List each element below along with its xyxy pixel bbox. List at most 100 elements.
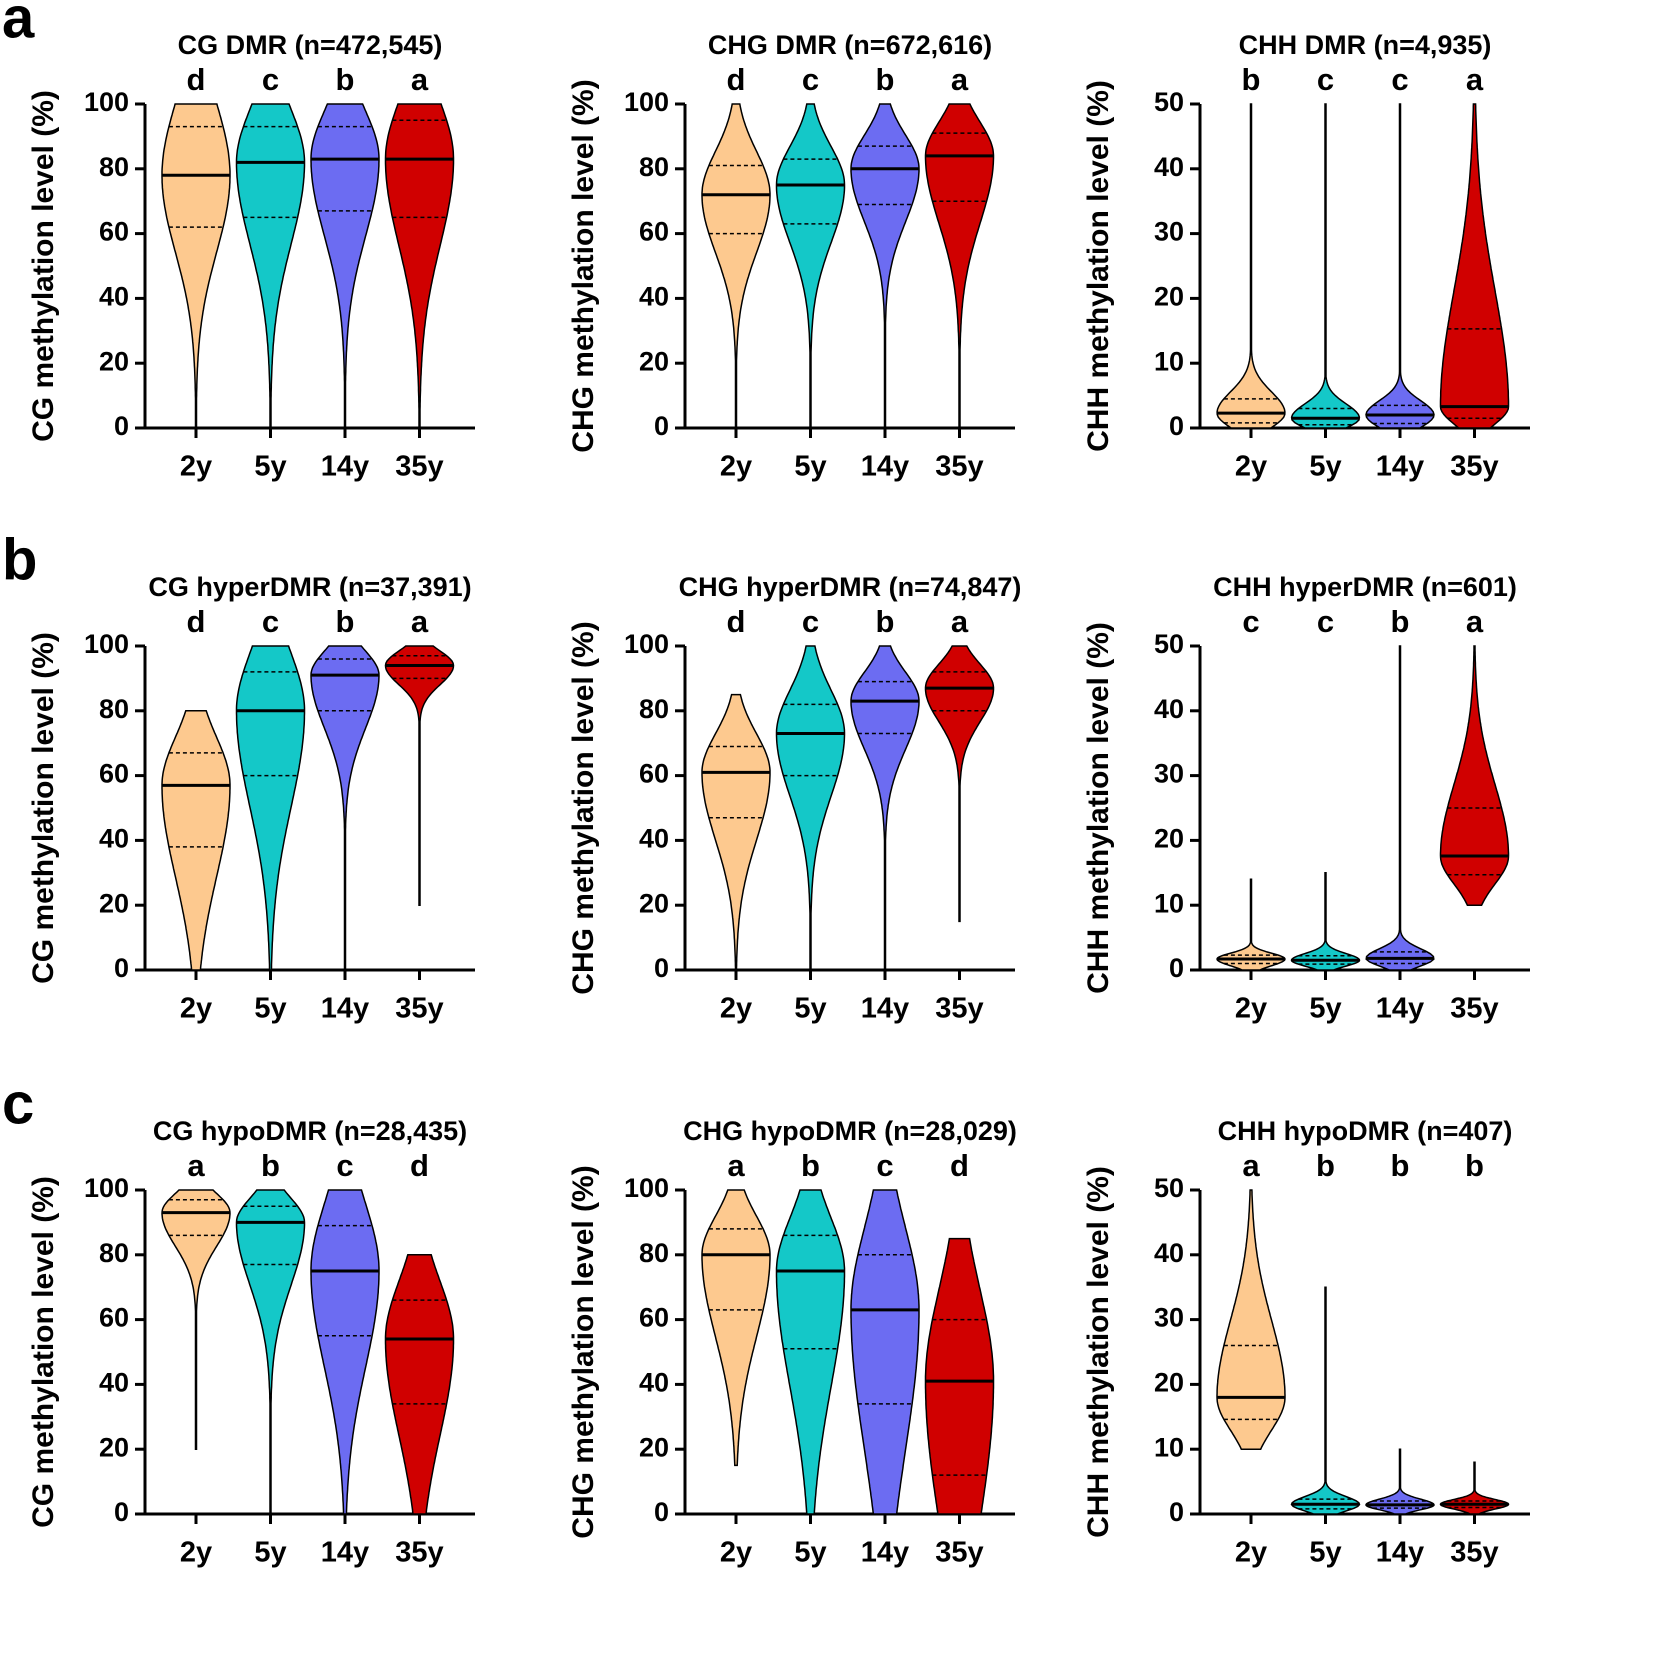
y-tick-label: 20 <box>1154 1368 1184 1398</box>
significance-letter: c <box>262 604 279 639</box>
violin-body <box>701 1189 771 1467</box>
y-tick-label: 40 <box>99 824 129 854</box>
chart-title: CHG hypoDMR (n=28,029) <box>683 1116 1017 1146</box>
y-tick-label: 80 <box>639 694 669 724</box>
y-axis-label: CG methylation level (%) <box>27 90 60 442</box>
y-tick-label: 60 <box>639 759 669 789</box>
panel-label: a <box>2 0 35 50</box>
violin-body <box>775 645 846 971</box>
violin-body <box>235 1189 306 1515</box>
significance-letter: a <box>727 1148 745 1183</box>
y-tick-label: 100 <box>84 87 129 117</box>
violin-body <box>1290 872 1361 971</box>
significance-letter: b <box>336 62 355 97</box>
chart-title: CHG hyperDMR (n=74,847) <box>679 572 1022 602</box>
violin-body <box>701 693 771 971</box>
chart-title: CHH hypoDMR (n=407) <box>1218 1116 1513 1146</box>
chart-title: CHH DMR (n=4,935) <box>1239 30 1492 60</box>
violin-body <box>1439 1461 1510 1515</box>
violin-body <box>775 1189 846 1515</box>
y-tick-label: 0 <box>1169 953 1184 983</box>
y-tick-label: 0 <box>114 411 129 441</box>
significance-letter: b <box>876 62 895 97</box>
significance-letter: c <box>1317 62 1334 97</box>
x-tick-label: 5y <box>794 451 826 483</box>
x-tick-label: 14y <box>321 1537 369 1569</box>
y-tick-label: 0 <box>654 411 669 441</box>
y-tick-label: 60 <box>99 759 129 789</box>
y-tick-label: 20 <box>639 888 669 918</box>
significance-letter: d <box>187 62 206 97</box>
chart-title: CG hypoDMR (n=28,435) <box>153 1116 467 1146</box>
x-tick-label: 5y <box>794 1537 826 1569</box>
x-tick-label: 35y <box>395 993 443 1025</box>
significance-letter: a <box>187 1148 205 1183</box>
violin-body <box>310 1189 380 1515</box>
x-tick-label: 14y <box>1376 993 1424 1025</box>
violin-body <box>161 710 231 971</box>
chart-title: CG DMR (n=472,545) <box>178 30 443 60</box>
y-axis-label: CHG methylation level (%) <box>567 1165 600 1538</box>
y-tick-label: 10 <box>1154 1432 1184 1462</box>
y-tick-label: 30 <box>1154 217 1184 247</box>
x-tick-label: 2y <box>720 1537 752 1569</box>
y-tick-label: 20 <box>639 1432 669 1462</box>
significance-letter: c <box>802 62 819 97</box>
violin-body <box>161 103 231 429</box>
y-tick-label: 20 <box>639 346 669 376</box>
x-tick-label: 5y <box>1309 1537 1341 1569</box>
x-tick-label: 14y <box>321 451 369 483</box>
x-tick-label: 5y <box>254 993 286 1025</box>
violin-body <box>924 1237 995 1515</box>
significance-letter: b <box>1242 62 1261 97</box>
violin-body <box>235 103 306 429</box>
significance-letter: d <box>410 1148 429 1183</box>
x-tick-label: 2y <box>180 451 212 483</box>
x-tick-label: 2y <box>720 451 752 483</box>
y-axis-label: CG methylation level (%) <box>27 1176 60 1528</box>
violin-body <box>1216 103 1286 429</box>
y-tick-label: 0 <box>1169 411 1184 441</box>
significance-letter: c <box>802 604 819 639</box>
x-tick-label: 5y <box>1309 993 1341 1025</box>
significance-letter: b <box>1391 1148 1410 1183</box>
significance-letter: a <box>1466 604 1484 639</box>
violin-body <box>310 103 380 429</box>
y-tick-label: 0 <box>654 953 669 983</box>
panel-label: c <box>2 1071 34 1136</box>
x-tick-label: 14y <box>861 1537 909 1569</box>
y-tick-label: 0 <box>1169 1497 1184 1527</box>
violin-body <box>1365 103 1435 429</box>
y-tick-label: 100 <box>624 87 669 117</box>
x-tick-label: 2y <box>1235 451 1267 483</box>
x-tick-label: 2y <box>180 1537 212 1569</box>
x-tick-label: 14y <box>1376 451 1424 483</box>
violin-body <box>235 645 306 971</box>
x-tick-label: 35y <box>395 1537 443 1569</box>
y-tick-label: 80 <box>639 152 669 182</box>
x-tick-label: 14y <box>861 451 909 483</box>
y-tick-label: 0 <box>114 953 129 983</box>
y-tick-label: 50 <box>1154 87 1184 117</box>
y-tick-label: 20 <box>99 346 129 376</box>
y-tick-label: 20 <box>99 888 129 918</box>
significance-letter: d <box>727 62 746 97</box>
y-tick-label: 40 <box>1154 1238 1184 1268</box>
significance-letter: d <box>727 604 746 639</box>
violin-body <box>384 645 455 906</box>
significance-letter: c <box>876 1148 893 1183</box>
y-tick-label: 40 <box>1154 152 1184 182</box>
significance-letter: c <box>1317 604 1334 639</box>
y-tick-label: 60 <box>639 1303 669 1333</box>
panel-label: b <box>2 527 37 592</box>
x-tick-label: 14y <box>1376 1537 1424 1569</box>
significance-letter: b <box>261 1148 280 1183</box>
y-tick-label: 30 <box>1154 1303 1184 1333</box>
y-axis-label: CHH methylation level (%) <box>1082 80 1115 452</box>
violin-body <box>1216 1189 1286 1450</box>
x-tick-label: 35y <box>1450 993 1498 1025</box>
y-tick-label: 0 <box>654 1497 669 1527</box>
x-tick-label: 14y <box>321 993 369 1025</box>
y-tick-label: 60 <box>639 217 669 247</box>
